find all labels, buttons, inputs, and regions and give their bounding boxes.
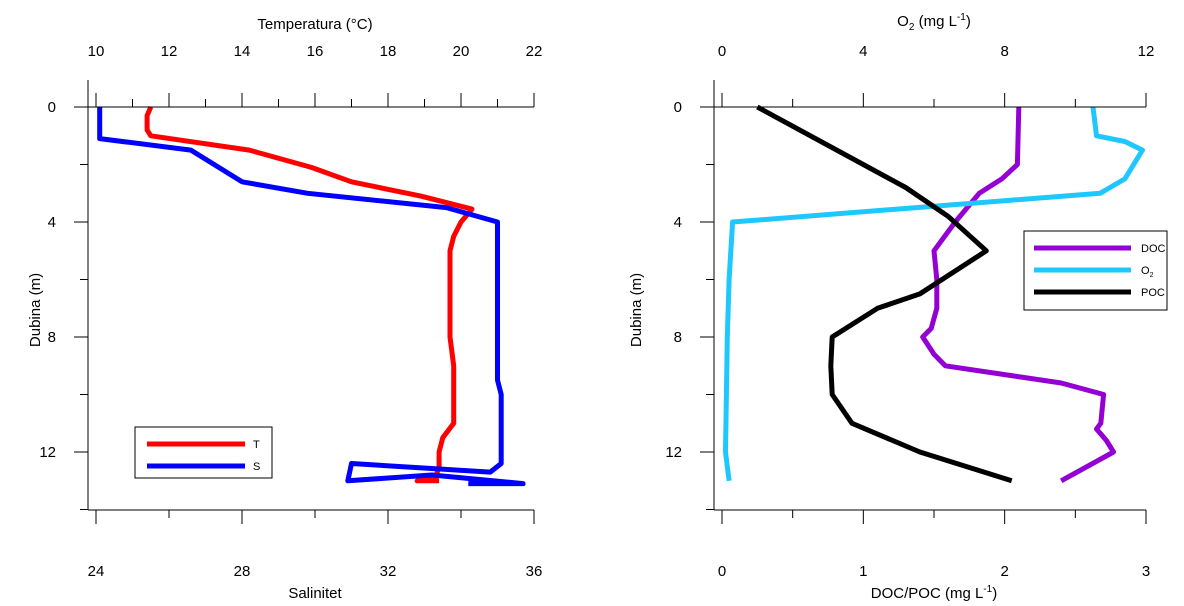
series-line-poc bbox=[756, 104, 1013, 484]
left-panel: 10 12 14 16 18 20 22 24 28 32 36 0 4 8 12 Temperatura … bbox=[27, 16, 542, 602]
right-top-tick-label: 4 bbox=[859, 43, 867, 60]
legend-label-S: S bbox=[253, 461, 260, 473]
right-y-axis-label: Dubina (m) bbox=[628, 273, 645, 347]
left-y-tick-label: 4 bbox=[48, 214, 56, 231]
left-top-tick-label: 18 bbox=[380, 43, 397, 60]
legend-label-DOC: DOC bbox=[1141, 243, 1166, 255]
right-legend: DOC O2 POC bbox=[1023, 230, 1168, 311]
right-bottom-tick-label: 0 bbox=[718, 563, 726, 580]
left-y-tick-label: 8 bbox=[48, 329, 56, 346]
left-y-tick-label: 0 bbox=[48, 99, 56, 116]
series-line-o2 bbox=[723, 106, 1145, 482]
left-top-tick-label: 16 bbox=[307, 43, 324, 60]
right-y-tick-label: 4 bbox=[674, 214, 682, 231]
left-top-tick-label: 22 bbox=[526, 43, 543, 60]
left-series-group bbox=[97, 106, 526, 487]
right-bottom-tick-label: 1 bbox=[859, 563, 867, 580]
legend-label-O2: O2 bbox=[1141, 265, 1154, 279]
series-line-doc bbox=[920, 106, 1116, 483]
legend-label-T: T bbox=[253, 439, 260, 451]
legend-label-POC: POC bbox=[1141, 287, 1165, 299]
right-top-tick-label: 12 bbox=[1138, 43, 1155, 60]
left-top-axis-label: Temperatura (°C) bbox=[257, 16, 372, 33]
left-bottom-axis-label: Salinitet bbox=[288, 585, 342, 602]
left-bottom-tick-label: 28 bbox=[234, 563, 251, 580]
left-y-tick-label: 12 bbox=[39, 444, 56, 461]
right-top-tick-label: 8 bbox=[1000, 43, 1008, 60]
left-bottom-tick-label: 32 bbox=[380, 563, 397, 580]
left-bottom-tick-label: 36 bbox=[526, 563, 543, 580]
left-y-axis-label: Dubina (m) bbox=[27, 273, 44, 347]
right-top-tick-label: 0 bbox=[718, 43, 726, 60]
right-y-tick-label: 0 bbox=[674, 99, 682, 116]
left-top-tick-label: 20 bbox=[453, 43, 470, 60]
right-top-axis-label: O2 (mg L-1) bbox=[897, 12, 971, 33]
right-bottom-tick-label: 3 bbox=[1142, 563, 1150, 580]
series-line-s bbox=[97, 107, 526, 487]
left-bottom-tick-label: 24 bbox=[88, 563, 105, 580]
right-y-tick-label: 8 bbox=[674, 329, 682, 346]
left-axes: 10 12 14 16 18 20 22 24 28 32 36 0 4 8 12 bbox=[39, 43, 542, 580]
left-top-tick-label: 14 bbox=[234, 43, 251, 60]
right-y-tick-label: 12 bbox=[665, 444, 682, 461]
left-legend: T S bbox=[134, 426, 273, 479]
left-top-tick-label: 12 bbox=[161, 43, 178, 60]
series-line-t bbox=[144, 106, 475, 484]
left-legend-box bbox=[134, 426, 273, 479]
right-bottom-tick-label: 2 bbox=[1000, 563, 1008, 580]
left-top-tick-label: 10 bbox=[88, 43, 105, 60]
right-series-group bbox=[723, 104, 1145, 484]
right-bottom-axis-label: DOC/POC (mg L-1) bbox=[871, 584, 997, 602]
